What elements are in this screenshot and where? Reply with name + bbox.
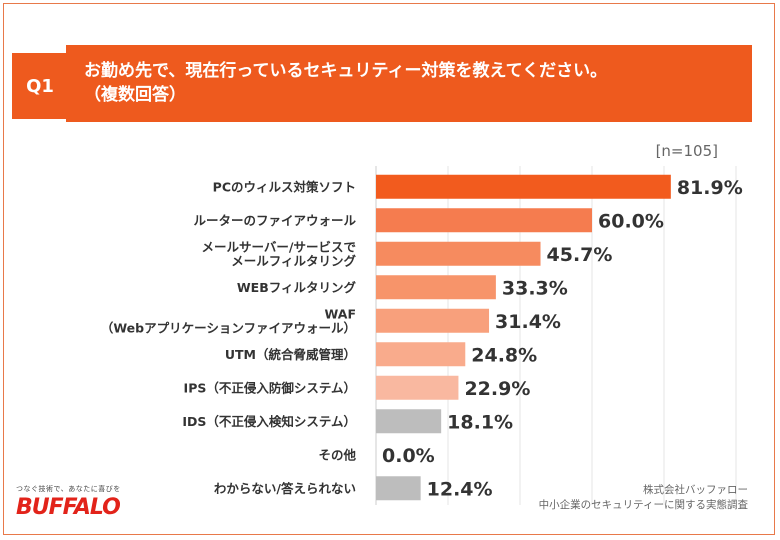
category-label-6: UTM（統合脅威管理） xyxy=(225,347,356,362)
source-company: 株式会社バッファロー xyxy=(643,484,748,496)
bar-8 xyxy=(376,409,442,434)
category-label-10: わからない/答えられない xyxy=(214,481,356,496)
bar-4 xyxy=(376,275,496,300)
value-label-1: 81.9% xyxy=(677,177,743,199)
value-label-3: 45.7% xyxy=(547,244,613,266)
buffalo-logo: BUFFALO xyxy=(16,495,121,520)
brand-tagline: つなぐ技術で、あなたに喜びを xyxy=(16,485,121,493)
category-label-9: その他 xyxy=(318,447,356,462)
bar-5 xyxy=(376,308,490,333)
category-label-3: メールサーバー/サービスで xyxy=(202,239,356,254)
value-label-7: 22.9% xyxy=(464,378,530,400)
value-label-4: 33.3% xyxy=(502,277,568,299)
question-line-1: お勤め先で、現在行っているセキュリティー対策を教えてください。 xyxy=(84,61,608,81)
category-label-8: IDS（不正侵入検知システム） xyxy=(182,414,356,429)
question-line-2: （複数回答） xyxy=(84,85,186,105)
bar-6 xyxy=(376,342,466,367)
category-label-3: メールフィルタリング xyxy=(231,253,356,268)
category-label-4: WEBフィルタリング xyxy=(237,280,357,295)
category-label-1: PCのウィルス対策ソフト xyxy=(213,179,356,194)
question-number: Q1 xyxy=(26,75,54,97)
bar-3 xyxy=(376,241,541,266)
source-survey: 中小企業のセキュリティーに関する実態調査 xyxy=(538,499,748,511)
bar-7 xyxy=(376,375,459,400)
value-label-9: 0.0% xyxy=(382,445,435,467)
category-label-7: IPS（不正侵入防御システム） xyxy=(184,380,356,395)
value-label-6: 24.8% xyxy=(471,344,537,366)
category-label-5: WAF xyxy=(325,306,356,321)
source-note: 株式会社バッファロー 中小企業のセキュリティーに関する実態調査 xyxy=(539,483,748,513)
category-label-5: （Webアプリケーションファイアウォール） xyxy=(101,320,356,335)
value-label-5: 31.4% xyxy=(495,311,561,333)
question-number-badge: Q1 xyxy=(12,53,68,119)
bar-1 xyxy=(376,174,671,199)
bar-10 xyxy=(376,476,421,501)
category-label-2: ルーターのファイアウォール xyxy=(193,213,356,228)
card-frame xyxy=(3,3,775,535)
value-label-8: 18.1% xyxy=(447,411,513,433)
bar-2 xyxy=(376,208,592,233)
question-title: お勤め先で、現在行っているセキュリティー対策を教えてください。 （複数回答） xyxy=(66,45,752,122)
value-label-10: 12.4% xyxy=(427,478,493,500)
sample-size: [n=105] xyxy=(655,142,718,160)
value-label-2: 60.0% xyxy=(598,210,664,232)
brand-block: つなぐ技術で、あなたに喜びを BUFFALO xyxy=(16,484,121,520)
